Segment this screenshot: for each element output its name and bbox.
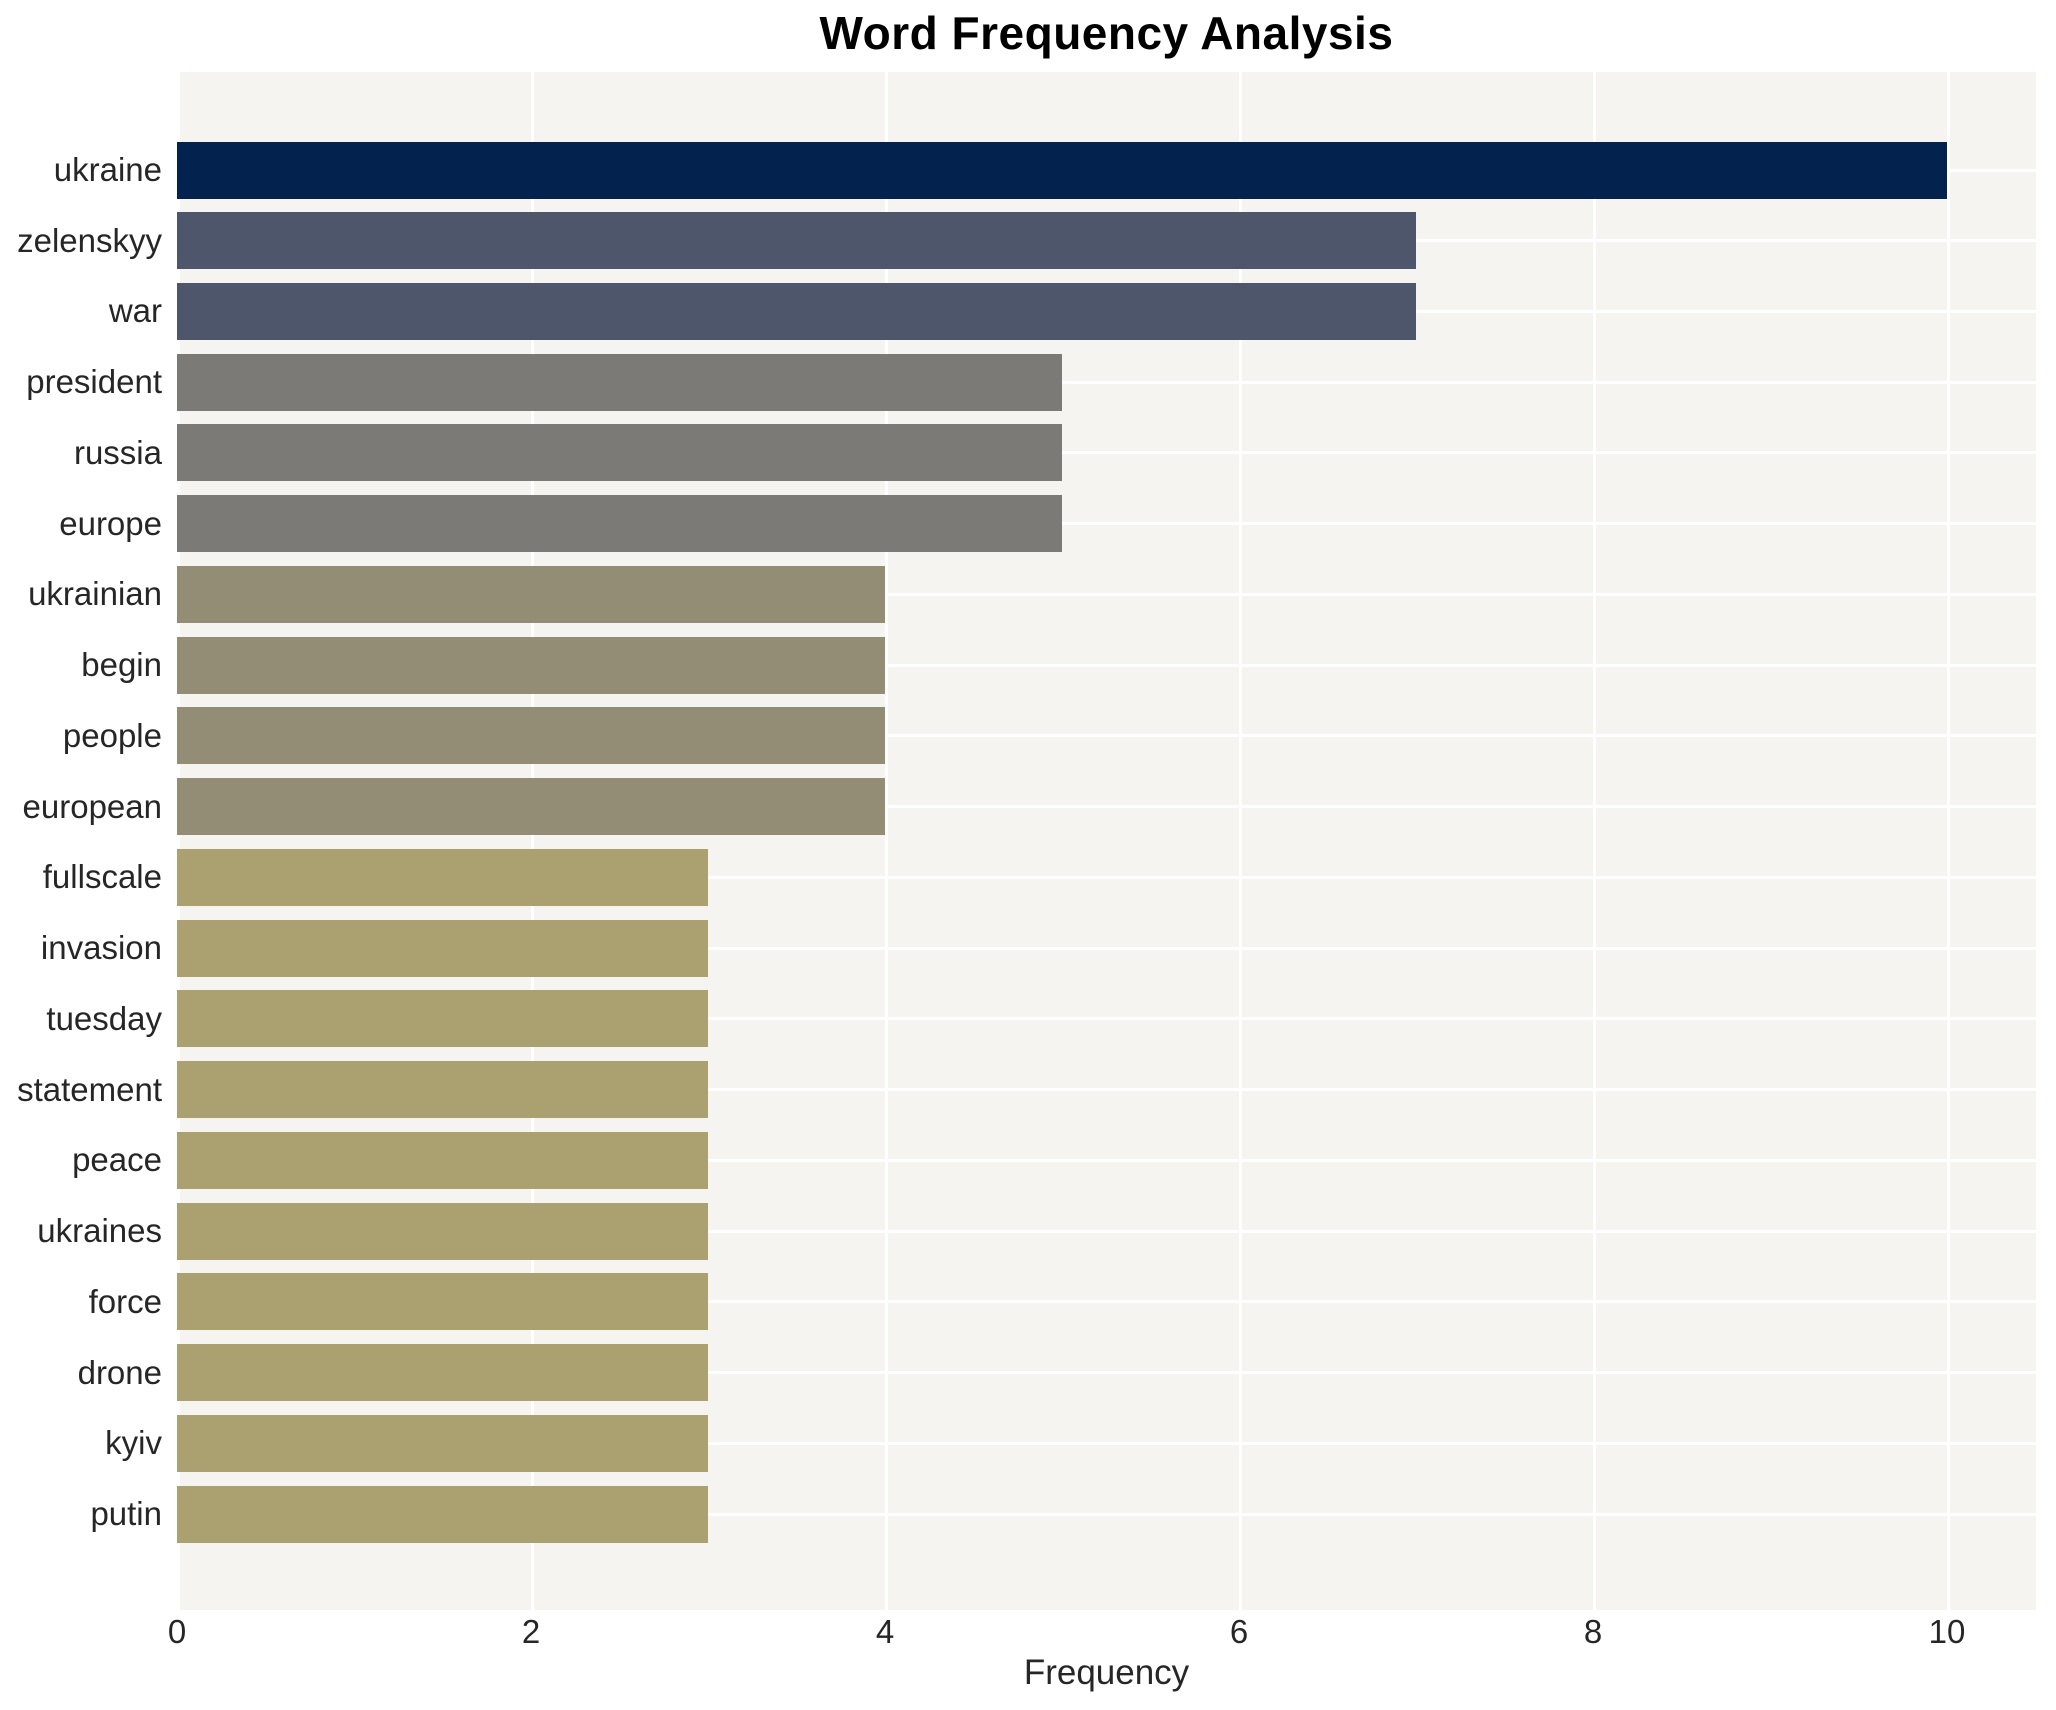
bar bbox=[177, 1061, 708, 1118]
bar bbox=[177, 1415, 708, 1472]
x-tick-label: 4 bbox=[875, 1613, 895, 1650]
gridline-vertical bbox=[1947, 72, 1950, 1610]
gridline-vertical bbox=[177, 72, 180, 1610]
bar bbox=[177, 283, 1416, 340]
x-tick-label: 10 bbox=[1928, 1613, 1966, 1650]
gridline-vertical bbox=[531, 72, 534, 1610]
bar bbox=[177, 1486, 708, 1543]
bar bbox=[177, 354, 1062, 411]
gridline-horizontal bbox=[177, 876, 2036, 879]
category-label: peace bbox=[72, 1141, 162, 1178]
category-label: european bbox=[22, 788, 162, 825]
gridline-horizontal bbox=[177, 1371, 2036, 1374]
gridline-horizontal bbox=[177, 1230, 2036, 1233]
category-label: people bbox=[62, 717, 162, 754]
category-label: president bbox=[26, 363, 162, 400]
category-label: europe bbox=[59, 505, 162, 542]
chart-title: Word Frequency Analysis bbox=[819, 7, 1394, 59]
category-label: force bbox=[88, 1283, 162, 1320]
x-tick-label: 6 bbox=[1229, 1613, 1249, 1650]
category-label: war bbox=[108, 292, 162, 329]
category-label: kyiv bbox=[105, 1424, 162, 1461]
bar bbox=[177, 566, 885, 623]
category-label: begin bbox=[81, 646, 162, 683]
x-axis-label: Frequency bbox=[1023, 1653, 1190, 1692]
bar bbox=[177, 990, 708, 1047]
category-label: russia bbox=[73, 434, 162, 471]
bar bbox=[177, 920, 708, 977]
category-label: drone bbox=[77, 1354, 162, 1391]
bar bbox=[177, 1344, 708, 1401]
category-label: fullscale bbox=[42, 858, 162, 895]
bar bbox=[177, 707, 885, 764]
gridline-horizontal bbox=[177, 1088, 2036, 1091]
gridline-horizontal bbox=[177, 451, 2036, 454]
gridline-horizontal bbox=[177, 593, 2036, 596]
category-label: ukraines bbox=[37, 1212, 162, 1249]
bar bbox=[177, 495, 1062, 552]
plot-area bbox=[177, 72, 2036, 1610]
bar bbox=[177, 424, 1062, 481]
gridline-vertical bbox=[885, 72, 888, 1610]
bar bbox=[177, 849, 708, 906]
gridline-horizontal bbox=[177, 805, 2036, 808]
gridline-horizontal bbox=[177, 947, 2036, 950]
gridline-horizontal bbox=[177, 1159, 2036, 1162]
x-tick-label: 2 bbox=[521, 1613, 541, 1650]
category-label: zelenskyy bbox=[17, 222, 162, 259]
bar bbox=[177, 1132, 708, 1189]
bar bbox=[177, 778, 885, 835]
gridline-horizontal bbox=[177, 522, 2036, 525]
gridline-horizontal bbox=[177, 1017, 2036, 1020]
x-tick-label: 0 bbox=[167, 1613, 187, 1650]
gridline-horizontal bbox=[177, 1300, 2036, 1303]
gridline-horizontal bbox=[177, 664, 2036, 667]
category-label: statement bbox=[17, 1071, 162, 1108]
bar bbox=[177, 1273, 708, 1330]
gridline-horizontal bbox=[177, 1513, 2036, 1516]
bar bbox=[177, 142, 1947, 199]
category-label: invasion bbox=[40, 929, 162, 966]
category-label: ukraine bbox=[53, 151, 162, 188]
gridline-horizontal bbox=[177, 381, 2036, 384]
gridline-horizontal bbox=[177, 734, 2036, 737]
category-label: putin bbox=[90, 1495, 162, 1532]
category-label: ukrainian bbox=[28, 575, 162, 612]
x-tick-label: 8 bbox=[1583, 1613, 1603, 1650]
bar bbox=[177, 1203, 708, 1260]
category-label: tuesday bbox=[46, 1000, 162, 1037]
bar bbox=[177, 212, 1416, 269]
gridline-vertical bbox=[1593, 72, 1596, 1610]
gridline-vertical bbox=[1239, 72, 1242, 1610]
bar bbox=[177, 637, 885, 694]
gridline-horizontal bbox=[177, 1442, 2036, 1445]
